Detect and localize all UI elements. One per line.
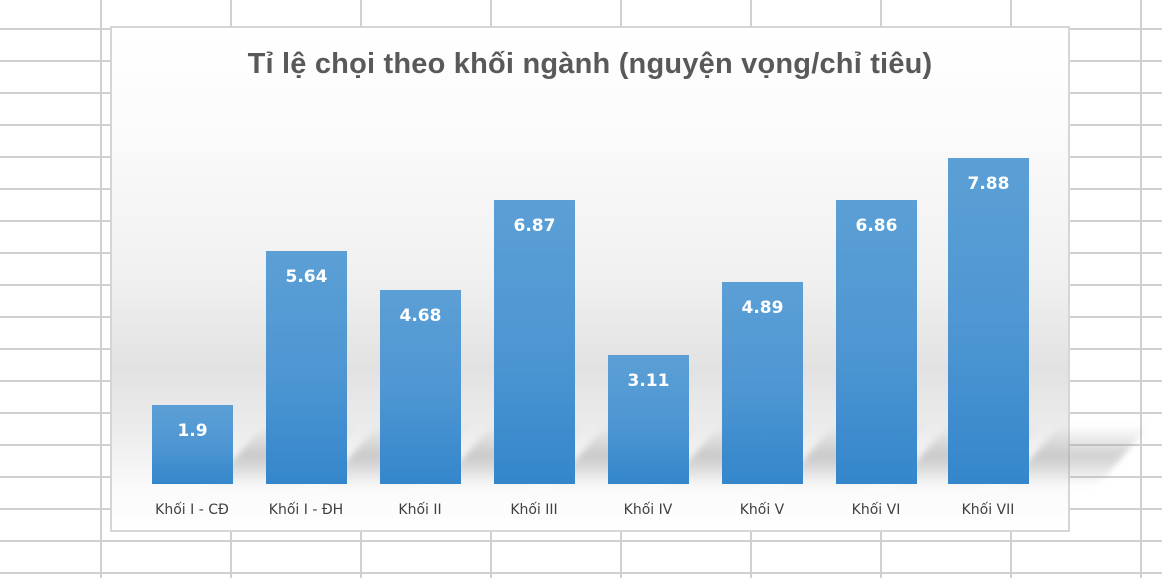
category-label: Khối II bbox=[398, 502, 442, 518]
data-label: 1.9 bbox=[177, 421, 208, 441]
category-label: Khối I - CĐ bbox=[155, 502, 229, 518]
bar[interactable]: 4.89 bbox=[722, 282, 803, 484]
bar[interactable]: 6.87 bbox=[494, 200, 575, 484]
bar[interactable]: 5.64 bbox=[266, 251, 347, 484]
chart-object[interactable]: Tỉ lệ chọi theo khối ngành (nguyện vọng/… bbox=[110, 26, 1149, 532]
grid-column-line bbox=[1140, 0, 1142, 578]
bar[interactable]: 3.11 bbox=[608, 355, 689, 484]
plot-area: 1.9 Khối I - CĐ 5.64 Khối I - ĐH 4.68 Khối II… bbox=[112, 28, 1149, 530]
bar[interactable]: 6.86 bbox=[836, 200, 917, 484]
grid-row-line bbox=[0, 540, 1162, 542]
category-label: Khối I - ĐH bbox=[268, 502, 344, 518]
data-label: 3.11 bbox=[627, 371, 670, 391]
chart-title: Tỉ lệ chọi theo khối ngành (nguyện vọng/… bbox=[247, 48, 933, 80]
category-label: Khối VII bbox=[961, 502, 1015, 518]
data-label: 5.64 bbox=[285, 267, 328, 287]
bar[interactable]: 4.68 bbox=[380, 290, 461, 484]
category-label: Khối IV bbox=[623, 502, 673, 518]
data-label: 7.88 bbox=[967, 174, 1010, 194]
grid-row-line bbox=[0, 572, 1162, 574]
data-label: 6.87 bbox=[513, 216, 556, 236]
data-label: 4.89 bbox=[741, 298, 784, 318]
category-label: Khối V bbox=[739, 502, 785, 518]
data-label: 4.68 bbox=[399, 306, 442, 326]
bar[interactable]: 1.9 bbox=[152, 405, 233, 484]
category-label: Khối VI bbox=[851, 502, 901, 518]
data-label: 6.86 bbox=[855, 216, 898, 236]
category-label: Khối III bbox=[510, 502, 558, 518]
grid-column-line bbox=[100, 0, 102, 578]
bar[interactable]: 7.88 bbox=[948, 158, 1029, 484]
